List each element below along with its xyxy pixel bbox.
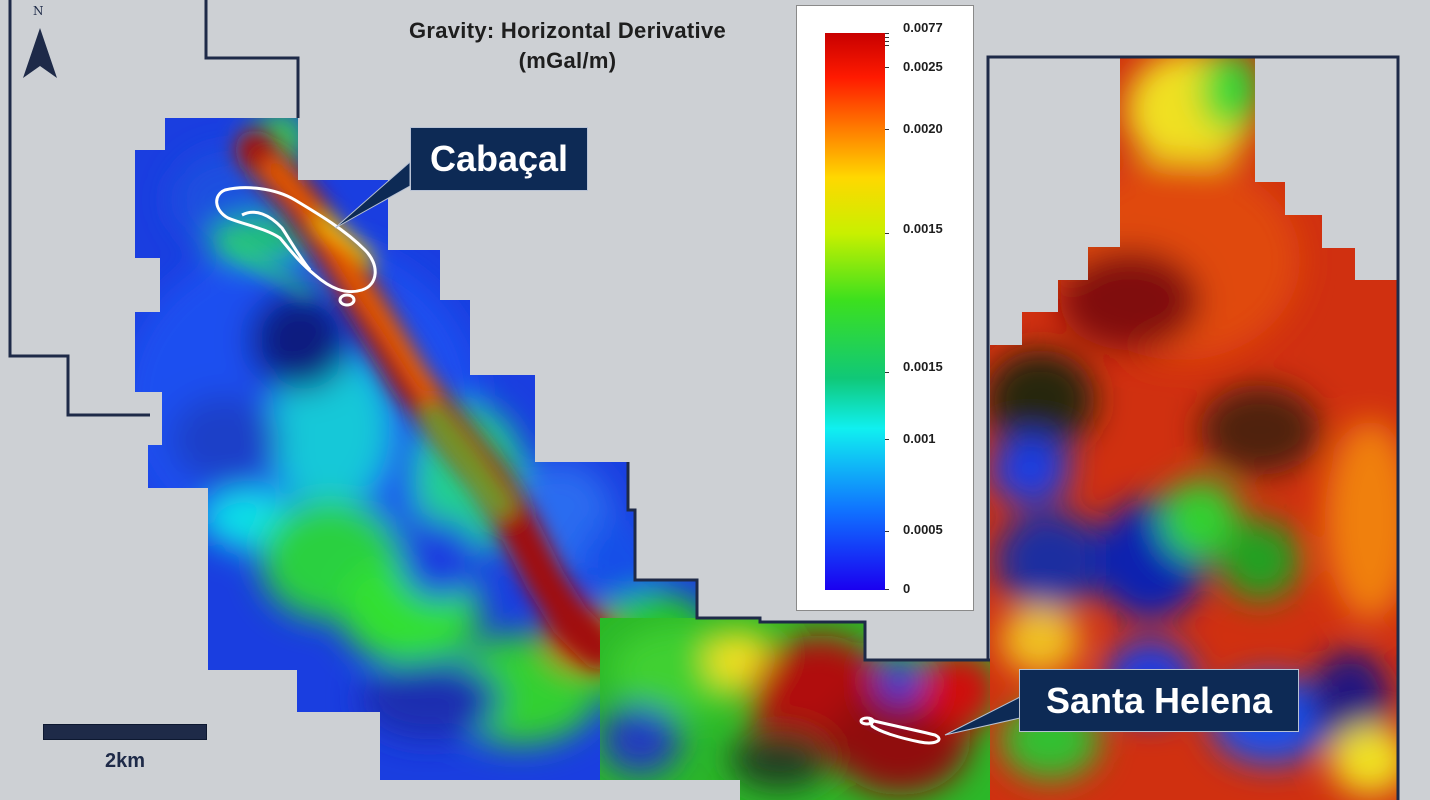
legend-color-bar xyxy=(825,33,885,590)
legend-tick-label: 0.0015 xyxy=(903,221,943,236)
north-arrow-icon xyxy=(23,28,57,78)
legend-tick-label: 0.0077 xyxy=(903,20,943,35)
title-line-1: Gravity: Horizontal Derivative xyxy=(408,18,727,43)
north-label: N xyxy=(33,4,44,18)
legend-tick-label: 0.0015 xyxy=(903,359,943,374)
cabacal-outline xyxy=(215,186,377,294)
legend-tick-label: 0.0025 xyxy=(903,59,943,74)
legend-tick-label: 0.0005 xyxy=(903,522,943,537)
santa-helena-label: Santa Helena xyxy=(1019,669,1299,732)
santa-helena-outline xyxy=(867,717,941,745)
legend-tick-label: 0.0020 xyxy=(903,121,943,136)
map-title: Gravity: Horizontal Derivative (mGal/m) xyxy=(300,16,835,76)
legend-tick-label: 0.001 xyxy=(903,431,936,446)
legend-tick-label: 0 xyxy=(903,581,911,596)
title-line-2: (mGal/m) xyxy=(518,48,617,73)
cabacal-label: Cabaçal xyxy=(410,127,588,191)
color-legend xyxy=(796,5,974,611)
scale-bar xyxy=(43,724,207,740)
scale-bar-label: 2km xyxy=(104,750,146,772)
